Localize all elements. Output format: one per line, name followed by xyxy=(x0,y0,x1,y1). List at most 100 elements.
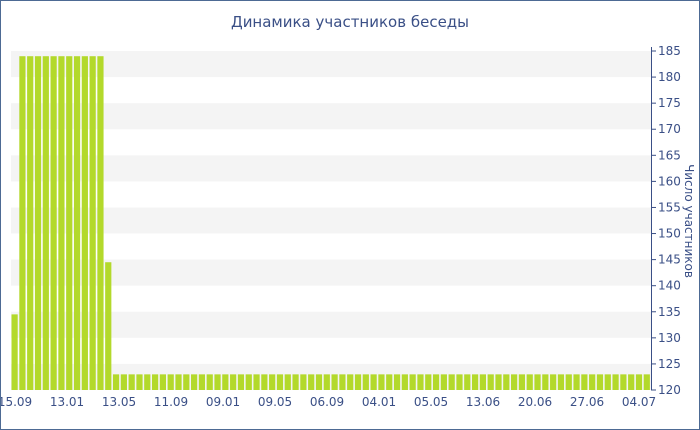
bar xyxy=(144,374,151,390)
bar xyxy=(464,374,471,390)
bar xyxy=(542,374,549,390)
bar xyxy=(222,374,229,390)
grid-band xyxy=(11,103,651,130)
bar xyxy=(565,374,572,390)
bar xyxy=(339,374,346,390)
bar xyxy=(136,374,143,390)
x-tick-label: 04.01 xyxy=(362,395,396,409)
bar xyxy=(393,374,401,390)
bar xyxy=(620,374,627,390)
bar xyxy=(456,374,463,390)
bar xyxy=(230,374,237,390)
y-tick-label: 145 xyxy=(658,253,681,267)
bar xyxy=(628,374,635,390)
bar xyxy=(417,374,424,390)
bar xyxy=(214,374,221,390)
bar xyxy=(105,262,112,390)
bar xyxy=(378,374,385,390)
bar xyxy=(495,374,502,390)
bar xyxy=(440,374,447,390)
bar xyxy=(526,374,533,390)
x-tick-label: 15.09 xyxy=(1,395,32,409)
x-tick-label: 13.01 xyxy=(50,395,84,409)
bar xyxy=(331,374,338,390)
grid-band xyxy=(11,51,651,78)
bar xyxy=(557,374,565,390)
bar xyxy=(612,374,619,390)
y-tick-label: 150 xyxy=(658,227,681,241)
bar xyxy=(50,56,57,390)
bar xyxy=(175,374,182,390)
bar xyxy=(42,56,49,390)
x-tick-label: 09.05 xyxy=(258,395,292,409)
bar xyxy=(534,374,541,390)
bar xyxy=(167,374,174,390)
bar xyxy=(581,374,588,390)
y-tick-label: 130 xyxy=(658,331,681,345)
grid-band xyxy=(11,155,651,182)
y-tick-label: 155 xyxy=(658,200,681,214)
bar xyxy=(425,374,432,390)
bar xyxy=(34,56,42,390)
bar xyxy=(550,374,557,390)
bar xyxy=(206,374,213,390)
bar xyxy=(120,374,127,390)
bar xyxy=(386,374,393,390)
bar xyxy=(276,374,284,390)
x-tick-label: 11.09 xyxy=(154,395,188,409)
y-tick-label: 185 xyxy=(658,44,681,58)
bar xyxy=(448,374,455,390)
bar xyxy=(151,374,159,390)
bar xyxy=(159,374,166,390)
bar xyxy=(432,374,440,390)
y-tick-label: 135 xyxy=(658,305,681,319)
bar xyxy=(58,56,65,390)
x-tick-label: 13.05 xyxy=(102,395,136,409)
grid-band xyxy=(11,207,651,234)
bar xyxy=(511,374,518,390)
bar xyxy=(471,374,479,390)
x-tick-label: 06.09 xyxy=(310,395,344,409)
bar xyxy=(253,374,260,390)
bar xyxy=(635,374,643,390)
bar xyxy=(487,374,494,390)
grid-band xyxy=(11,259,651,286)
bar xyxy=(73,56,81,390)
bar xyxy=(183,374,190,390)
y-tick-label: 120 xyxy=(658,383,681,397)
bar xyxy=(370,374,377,390)
bar xyxy=(323,374,330,390)
x-tick-label: 05.05 xyxy=(414,395,448,409)
bar xyxy=(198,374,206,390)
bar xyxy=(354,374,362,390)
x-tick-label: 13.06 xyxy=(466,395,500,409)
bar xyxy=(596,374,604,390)
x-tick-label: 09.01 xyxy=(206,395,240,409)
bar xyxy=(245,374,252,390)
bar xyxy=(401,374,408,390)
bar xyxy=(518,374,526,390)
bar xyxy=(300,374,307,390)
y-tick-label: 175 xyxy=(658,96,681,110)
bar xyxy=(643,374,650,390)
bar xyxy=(479,374,486,390)
bar xyxy=(604,374,611,390)
bar xyxy=(261,374,268,390)
bar xyxy=(19,56,26,390)
bar xyxy=(284,374,291,390)
x-tick-label: 27.06 xyxy=(570,395,604,409)
bar xyxy=(347,374,354,390)
bar xyxy=(112,374,120,390)
y-tick-label: 140 xyxy=(658,279,681,293)
bar xyxy=(269,374,276,390)
y-tick-label: 170 xyxy=(658,122,681,136)
y-tick-label: 125 xyxy=(658,357,681,371)
bar xyxy=(191,374,198,390)
bar xyxy=(66,56,73,390)
bar xyxy=(11,314,18,390)
x-tick-label: 20.06 xyxy=(518,395,552,409)
bar xyxy=(97,56,104,390)
bar xyxy=(315,374,323,390)
